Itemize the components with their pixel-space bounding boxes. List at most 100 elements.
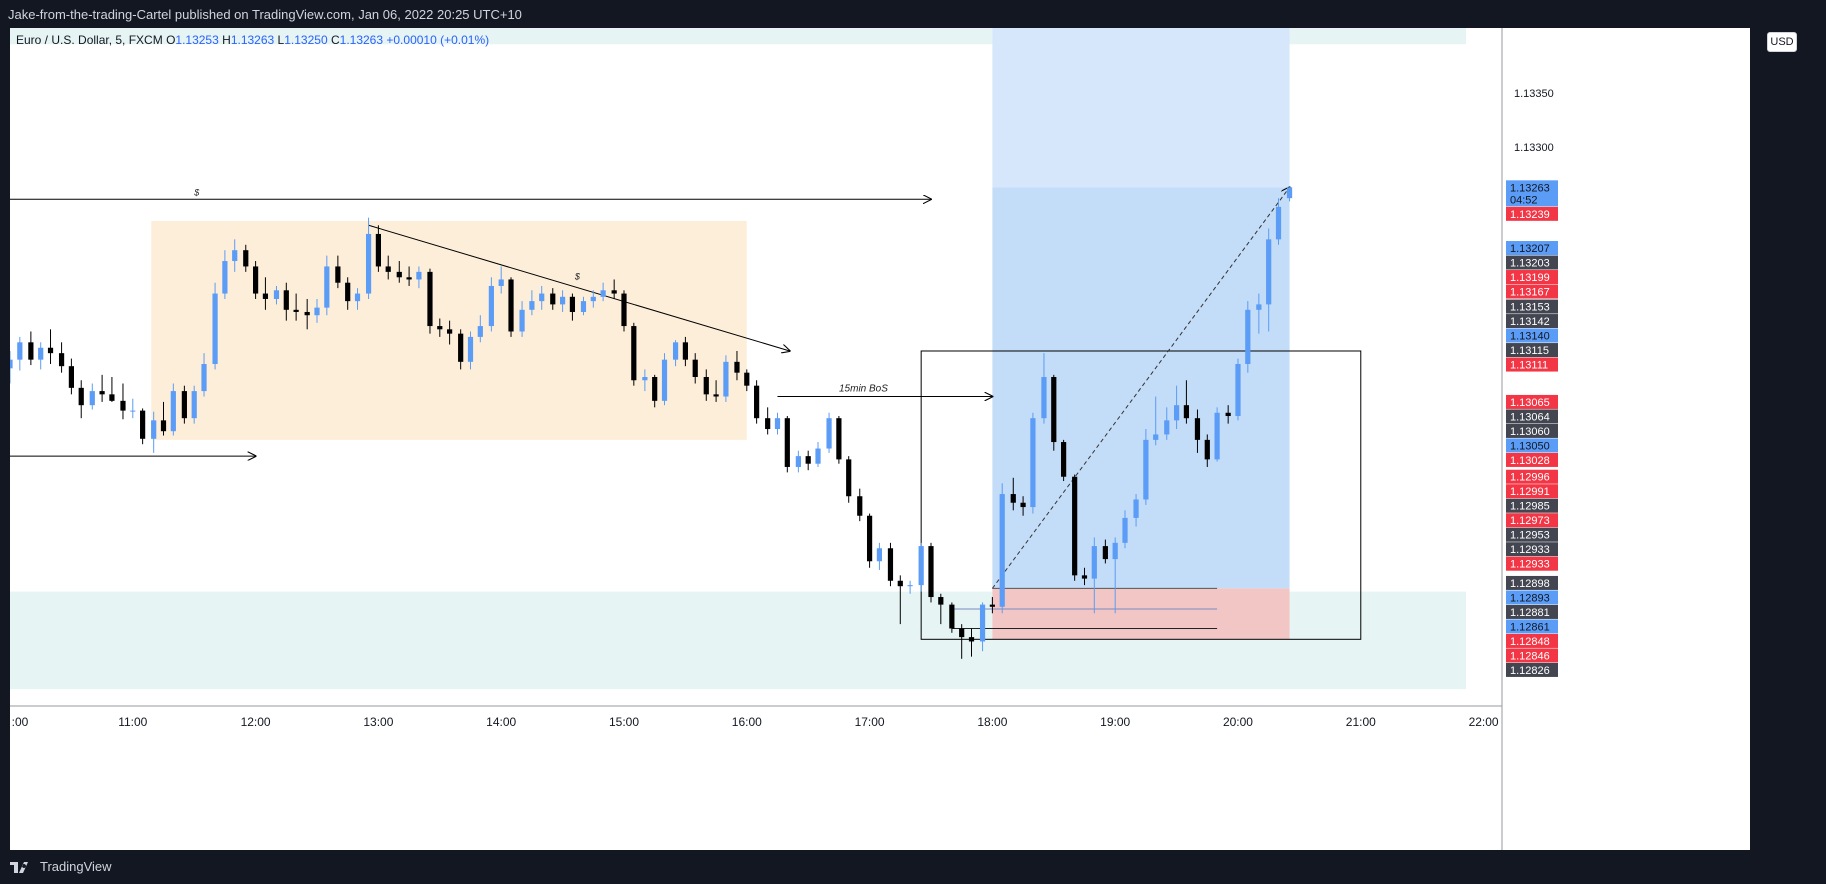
- low-value: 1.13250: [284, 33, 328, 47]
- candle-body: [876, 548, 883, 562]
- candle-body: [959, 628, 965, 638]
- price-label-box: [1506, 299, 1558, 314]
- candle-body: [1173, 405, 1180, 421]
- target-zone-upper: [992, 28, 1290, 188]
- chart-area[interactable]: $ $15min BoS 1.13350 1.13300 1.13263 04:52 1.1…: [10, 28, 1750, 850]
- candle-body: [181, 391, 187, 419]
- high-label: H: [222, 33, 231, 47]
- candle-body: [1286, 187, 1293, 199]
- price-label: 1.12898: [1510, 578, 1550, 590]
- candle-body: [774, 418, 781, 430]
- time-tick-label: 19:00: [1100, 715, 1130, 729]
- price-label-box: [1506, 438, 1558, 453]
- low-label: L: [277, 33, 285, 47]
- price-label-box: [1506, 619, 1558, 634]
- price-label: 1.13028: [1510, 455, 1550, 467]
- price-label: 1.12848: [1510, 636, 1550, 648]
- candle-body: [580, 301, 587, 312]
- price-label-box: [1506, 284, 1558, 299]
- price-label: 1.13064: [1510, 411, 1550, 423]
- time-tick-label: 14:00: [486, 715, 516, 729]
- candle-body: [866, 515, 873, 562]
- candle-body: [744, 372, 750, 386]
- close-value: 1.13263: [339, 33, 384, 47]
- price-label: 1.13207: [1510, 243, 1550, 255]
- candle-body: [826, 418, 832, 449]
- price-label-box: [1506, 241, 1558, 256]
- price-label: 1.13199: [1510, 272, 1550, 284]
- price-label-box: [1506, 206, 1558, 221]
- price-label-box: [1506, 590, 1558, 605]
- candle-body: [109, 394, 115, 401]
- candle-body: [416, 271, 422, 280]
- time-tick-label: 21:00: [1346, 715, 1376, 729]
- candle-body: [170, 391, 176, 432]
- candle-body: [304, 311, 310, 316]
- price-label-box: [1506, 648, 1558, 663]
- price-label: 1.13111: [1510, 360, 1548, 372]
- price-label-box: [1506, 394, 1558, 409]
- candle-body: [1091, 546, 1097, 579]
- candle-body: [928, 546, 934, 598]
- candle-body: [365, 233, 372, 294]
- time-tick-label: :00: [12, 715, 29, 729]
- price-label: 1.12881: [1510, 607, 1550, 619]
- candle-body: [529, 301, 535, 310]
- candle-body: [17, 342, 23, 360]
- time-tick-label: 16:00: [732, 715, 762, 729]
- bos-label: 15min BoS: [839, 384, 888, 395]
- candle-body: [1072, 476, 1078, 576]
- price-label: 1.13050: [1510, 440, 1550, 452]
- candle-body: [375, 233, 381, 267]
- candle-body: [437, 326, 443, 330]
- candle-body: [262, 293, 269, 299]
- candle-body: [1153, 434, 1159, 440]
- candle-body: [805, 456, 811, 464]
- candle-body: [335, 266, 341, 283]
- candle-body: [10, 359, 13, 369]
- candle-body: [38, 347, 44, 360]
- candle-body: [467, 336, 474, 362]
- candle-body: [918, 546, 924, 586]
- price-label-box: [1506, 357, 1558, 372]
- candle-body: [897, 580, 903, 587]
- right-edge: [1813, 28, 1826, 850]
- candle-body: [754, 385, 760, 419]
- trend-line: [368, 224, 790, 351]
- candle-body: [1235, 364, 1241, 417]
- candle-body: [857, 496, 863, 516]
- candle-body: [1225, 412, 1231, 417]
- candle-body: [68, 366, 74, 388]
- candle-body: [252, 266, 259, 294]
- price-label-box: [1506, 604, 1558, 619]
- candle-body: [222, 261, 228, 294]
- candle-body: [1164, 420, 1170, 435]
- price-tick-label: 1.13350: [1514, 88, 1554, 100]
- price-label-box: [1506, 513, 1558, 528]
- time-tick-label: 18:00: [977, 715, 1007, 729]
- publisher-info: Jake-from-the-trading-Cartel published o…: [8, 7, 522, 22]
- candle-body: [1183, 405, 1190, 419]
- chart-canvas[interactable]: $$15min BoS1.133501.133001.1326304:521.1…: [10, 28, 1750, 850]
- price-label: 1.13153: [1510, 302, 1550, 314]
- candle-body: [1133, 499, 1139, 518]
- price-label: 1.12861: [1510, 621, 1550, 633]
- currency-button[interactable]: USD: [1767, 32, 1797, 52]
- candle-body: [631, 326, 637, 381]
- candle-body: [1061, 442, 1067, 477]
- candle-body: [1214, 412, 1220, 460]
- candle-body: [836, 418, 842, 460]
- price-label: 1.13203: [1510, 258, 1550, 270]
- price-label: 1.13239: [1510, 209, 1550, 221]
- candle-body: [795, 456, 801, 467]
- candle-body: [989, 604, 995, 607]
- open-label: O: [166, 33, 176, 47]
- candle-body: [734, 361, 740, 373]
- change-value: +0.00010 (+0.01%): [386, 33, 490, 47]
- candle-body: [600, 290, 606, 297]
- price-label-box: [1506, 542, 1558, 557]
- price-label: 1.13060: [1510, 426, 1550, 438]
- time-tick-label: 11:00: [118, 715, 147, 729]
- price-label: 1.12996: [1510, 472, 1550, 484]
- price-label: 1.13142: [1510, 316, 1550, 328]
